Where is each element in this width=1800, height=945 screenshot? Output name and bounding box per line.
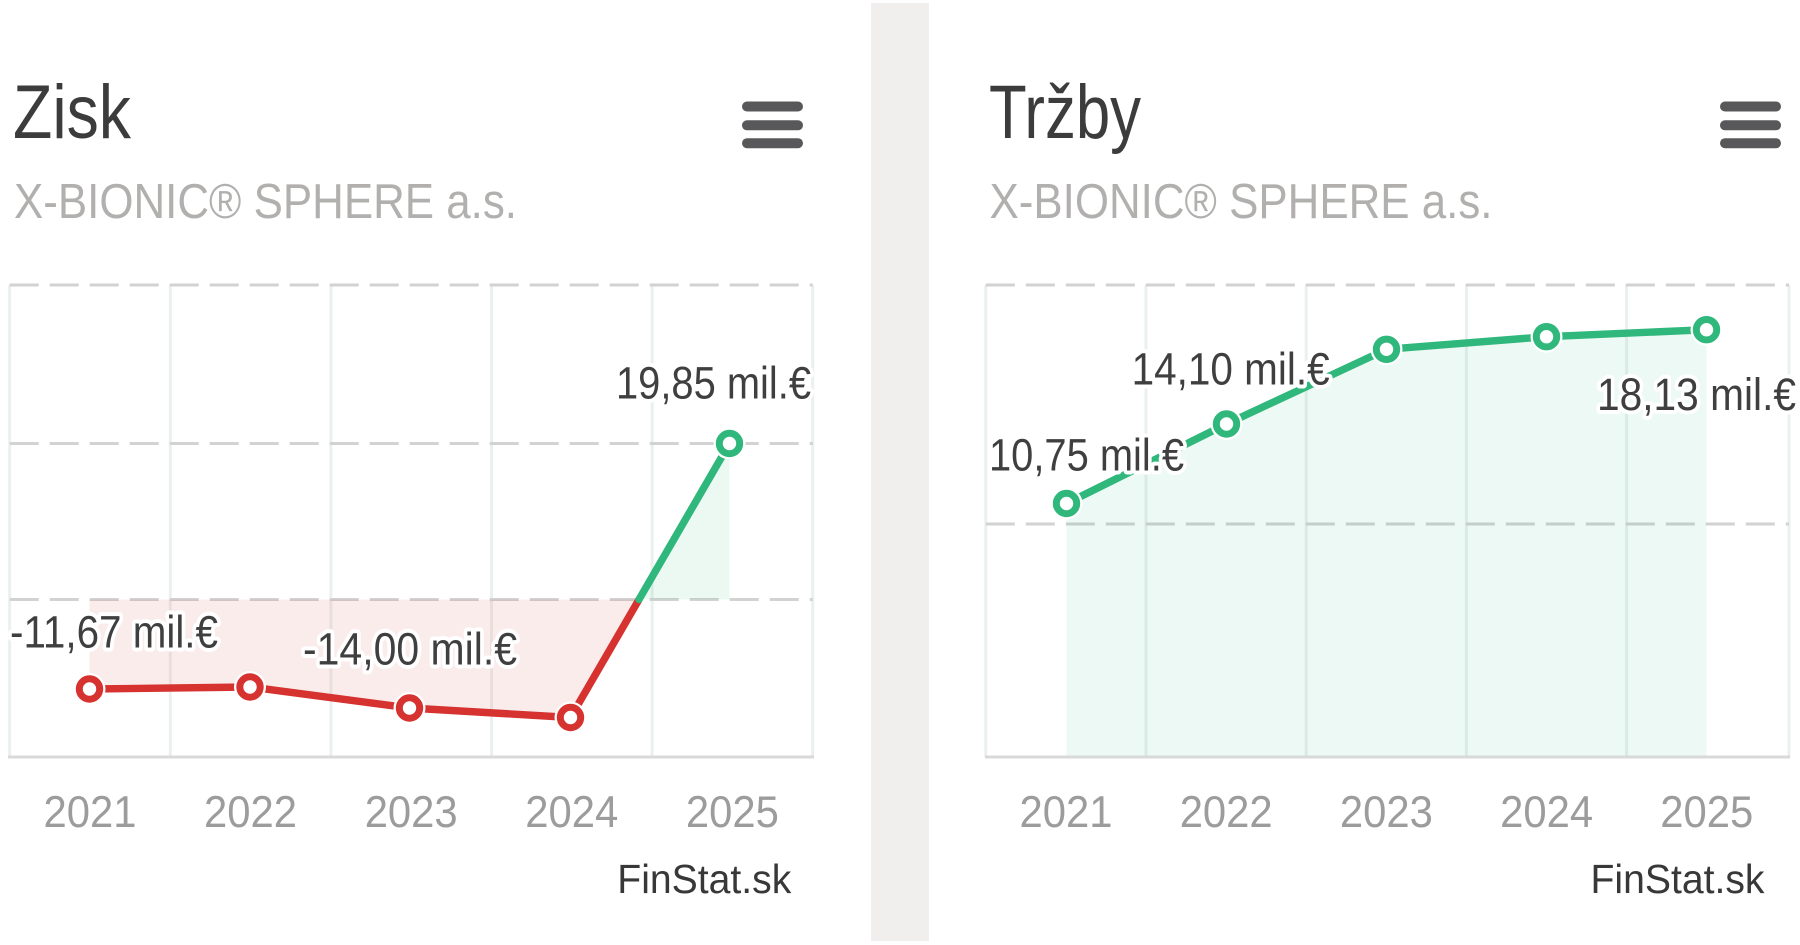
svg-text:2023: 2023 (1340, 788, 1433, 837)
svg-text:2023: 2023 (365, 788, 458, 837)
svg-text:10,75 mil.€: 10,75 mil.€ (989, 430, 1184, 481)
svg-text:X-BIONIC® SPHERE a.s.: X-BIONIC® SPHERE a.s. (990, 175, 1493, 229)
svg-text:2024: 2024 (1500, 788, 1593, 837)
svg-text:19,85 mil.€: 19,85 mil.€ (616, 358, 811, 409)
svg-text:14,10 mil.€: 14,10 mil.€ (1132, 343, 1330, 394)
svg-text:-14,00 mil.€: -14,00 mil.€ (303, 624, 517, 675)
svg-text:2021: 2021 (44, 788, 137, 837)
svg-text:2022: 2022 (1180, 788, 1273, 837)
svg-text:Tržby: Tržby (989, 70, 1141, 155)
svg-text:Zisk: Zisk (13, 70, 132, 155)
svg-text:2022: 2022 (204, 788, 297, 837)
svg-text:18,13 mil.€: 18,13 mil.€ (1597, 369, 1796, 420)
svg-text:FinStat.sk: FinStat.sk (617, 856, 791, 902)
svg-text:2025: 2025 (686, 788, 779, 837)
svg-text:FinStat.sk: FinStat.sk (1591, 856, 1765, 902)
svg-text:2024: 2024 (525, 788, 618, 837)
svg-text:-11,67 mil.€: -11,67 mil.€ (10, 607, 218, 658)
svg-text:X-BIONIC® SPHERE a.s.: X-BIONIC® SPHERE a.s. (14, 175, 517, 229)
svg-text:2025: 2025 (1660, 788, 1753, 837)
svg-text:2021: 2021 (1020, 788, 1113, 837)
